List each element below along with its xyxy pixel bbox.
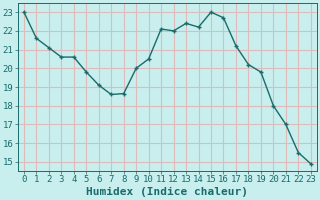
X-axis label: Humidex (Indice chaleur): Humidex (Indice chaleur) [86, 187, 248, 197]
